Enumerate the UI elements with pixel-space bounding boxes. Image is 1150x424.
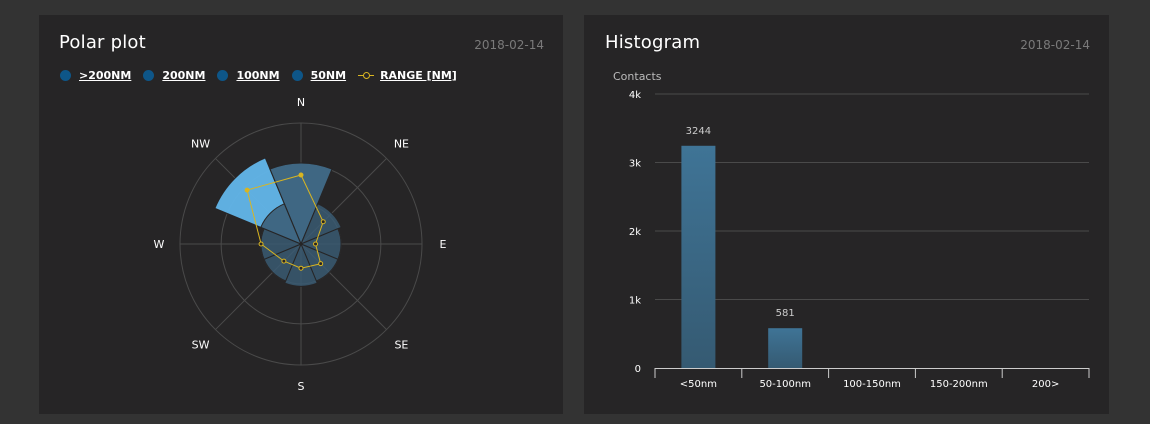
- polar-chart: N NE E SE S SW W NW: [154, 96, 447, 393]
- legend-item-50nm[interactable]: 50NM: [291, 68, 347, 82]
- polar-direction-label: SE: [394, 338, 408, 351]
- legend-item-range[interactable]: RANGE [NM]: [358, 69, 457, 82]
- polar-direction-label: E: [440, 238, 447, 251]
- x-tick-label: 150-200nm: [930, 379, 988, 390]
- legend-dot-icon: [291, 69, 303, 81]
- polar-legend: >200NM 200NM 100NM 50NM RANGE [NM]: [60, 67, 469, 83]
- range-point: [258, 241, 264, 247]
- polar-sector-inner: [269, 162, 333, 246]
- y-axis-label: Contacts: [613, 70, 662, 83]
- histogram-date: 2018-02-14: [1020, 38, 1090, 52]
- legend-line-marker-icon: [358, 70, 375, 81]
- y-tick-label: 4k: [629, 90, 641, 101]
- range-point: [281, 258, 287, 264]
- polar-direction-label: SW: [192, 338, 210, 351]
- y-tick-label: 3k: [629, 159, 641, 170]
- polar-direction-label: NW: [191, 138, 210, 151]
- range-point: [298, 265, 304, 271]
- bar-value-label: 3244: [686, 126, 711, 137]
- x-tick-label: 100-150nm: [843, 379, 901, 390]
- x-tick-label: 200>: [1032, 379, 1059, 390]
- legend-item-100nm[interactable]: 100NM: [217, 68, 280, 82]
- histogram-panel: Histogram 2018-02-14 Contacts 0 1k 2k 3k 4k 32…: [584, 15, 1109, 414]
- polar-plot-title: Polar plot: [59, 32, 146, 53]
- bar-value-label: 581: [776, 308, 795, 319]
- polar-direction-label: N: [297, 96, 305, 109]
- polar-direction-label: S: [298, 380, 305, 393]
- polar-sector-inner: [284, 242, 318, 287]
- y-tick-label: 1k: [629, 296, 641, 307]
- legend-dot-icon: [143, 69, 155, 81]
- x-tick-label: <50nm: [680, 379, 717, 390]
- histogram-bar: [768, 328, 803, 368]
- legend-label: 200NM: [162, 68, 206, 82]
- polar-sector-inner: [300, 203, 342, 245]
- range-point: [244, 187, 250, 193]
- y-tick-label: 0: [635, 364, 641, 375]
- y-tick-label: 2k: [629, 227, 641, 238]
- legend-dot-icon: [217, 69, 229, 81]
- polar-direction-label: NE: [394, 138, 409, 151]
- legend-label: 50NM: [310, 68, 347, 82]
- legend-label: >200NM: [79, 68, 132, 82]
- histogram-title: Histogram: [605, 32, 701, 53]
- polar-sector-inner: [260, 203, 302, 245]
- polar-plot-date: 2018-02-14: [474, 38, 544, 52]
- range-point: [313, 241, 319, 247]
- polar-direction-label: W: [154, 238, 165, 251]
- legend-label: 100NM: [236, 68, 280, 82]
- range-point: [298, 172, 304, 178]
- legend-item-200nm[interactable]: 200NM: [143, 69, 205, 82]
- polar-plot-panel: Polar plot 2018-02-14 >200NM 200NM 100NM…: [39, 15, 563, 414]
- legend-label: RANGE [NM]: [380, 68, 457, 82]
- range-point: [320, 219, 326, 225]
- x-tick-label: 50-100nm: [759, 379, 811, 390]
- legend-dot-icon: [60, 69, 71, 81]
- histogram-chart: Contacts 0 1k 2k 3k 4k 3244 <50nm 581 50-100nm 100…: [613, 70, 1090, 390]
- histogram-bar: [681, 145, 716, 368]
- legend-item-over-200nm[interactable]: >200NM: [60, 69, 131, 82]
- range-point: [318, 261, 324, 267]
